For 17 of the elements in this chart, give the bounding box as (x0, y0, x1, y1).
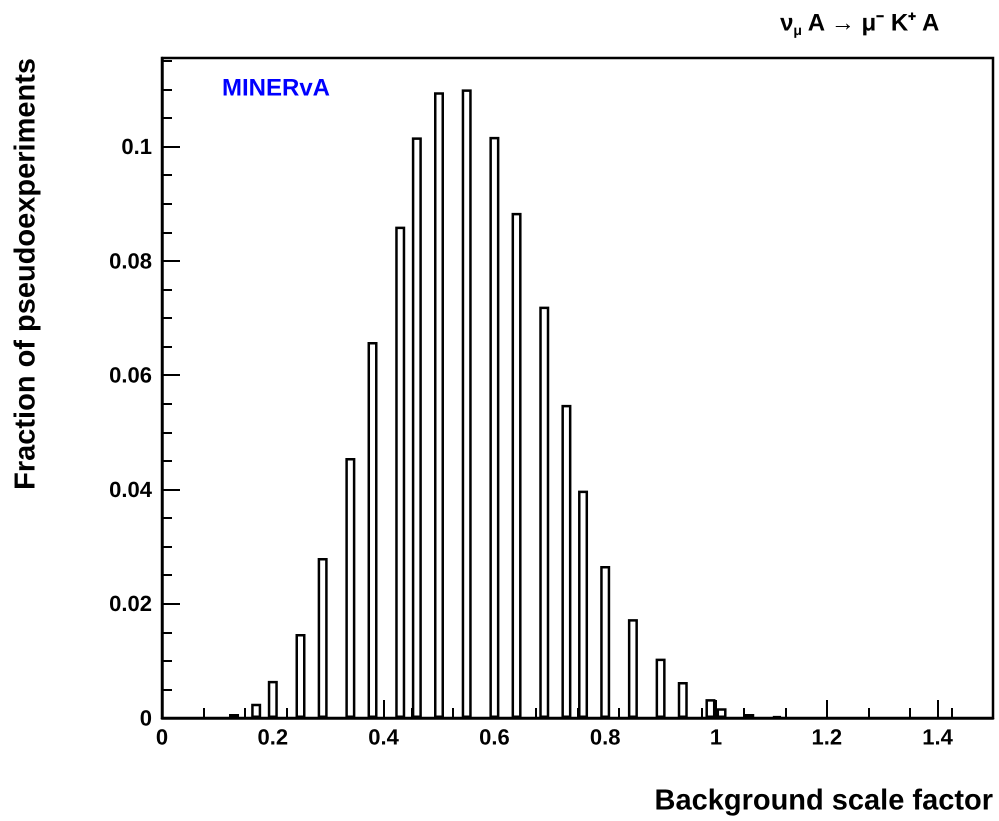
x-tick-label: 0.4 (368, 724, 400, 750)
y-tick-label: 0.1 (121, 134, 152, 160)
x-tick-label: 1.4 (922, 724, 954, 750)
x-tick-label: 1 (710, 724, 722, 750)
y-tick-label: 0.02 (109, 591, 152, 616)
y-tick-label: 0.04 (109, 476, 153, 502)
x-tick-label: 1.2 (812, 724, 842, 750)
x-tick-label: 0.8 (590, 724, 620, 750)
x-axis-title: Background scale factor (654, 784, 993, 816)
x-tick-label: 0.6 (479, 724, 510, 750)
annotation: MINERvA (222, 74, 330, 102)
y-tick-label: 0.06 (109, 362, 152, 388)
y-tick-label: 0.08 (109, 248, 152, 274)
y-tick-label: 0 (140, 706, 152, 730)
x-tick-label: 0.2 (258, 724, 288, 750)
y-axis-title: Fraction of pseudoexperiments (10, 58, 42, 490)
x-tick-label: 0 (156, 724, 168, 750)
